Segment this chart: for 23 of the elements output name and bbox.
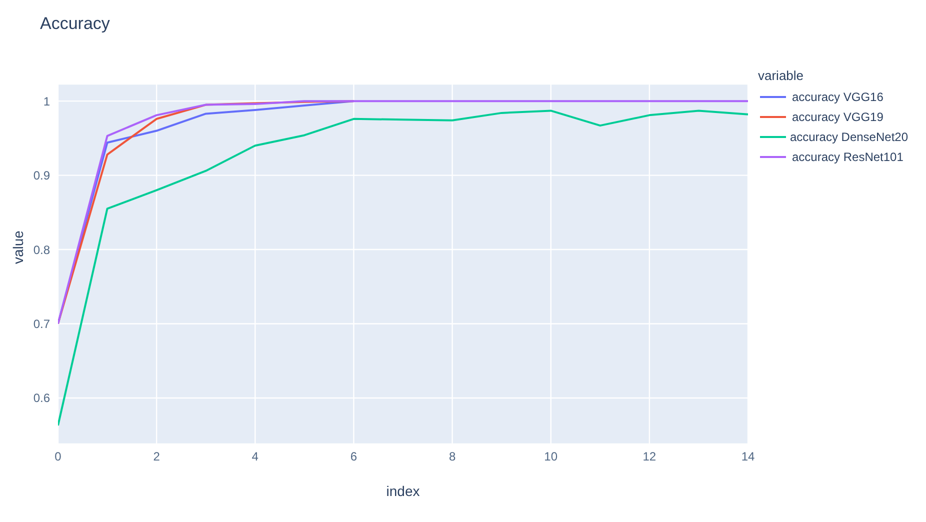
- y-tick-label: 0.9: [33, 168, 50, 183]
- x-tick-label: 0: [54, 450, 62, 464]
- y-tick-label: 1: [43, 94, 50, 108]
- y-axis-title: value: [10, 230, 26, 264]
- line-series: [58, 100, 748, 325]
- x-tick-label: 4: [252, 450, 259, 464]
- x-tick-label: 8: [448, 450, 456, 464]
- legend-label: accuracy ResNet101: [792, 150, 904, 164]
- x-axis-title: index: [386, 483, 420, 499]
- x-tick-label: 12: [642, 450, 656, 464]
- y-tick-label: 0.7: [33, 317, 50, 332]
- x-tick-label: 10: [544, 450, 558, 464]
- legend-label: accuracy VGG19: [792, 110, 884, 124]
- chart-title: Accuracy: [40, 14, 110, 34]
- y-tick-label: 0.6: [33, 391, 50, 406]
- line-series: [58, 110, 748, 426]
- x-tick-label: 2: [153, 450, 160, 464]
- x-tick-label: 14: [741, 450, 755, 464]
- y-tick-label: 0.8: [33, 242, 50, 257]
- x-tick-label: 6: [350, 450, 358, 464]
- legend-title: variable: [758, 68, 805, 83]
- legend-label: accuracy VGG16: [792, 90, 884, 104]
- legend-label: accuracy DenseNet20: [790, 130, 908, 144]
